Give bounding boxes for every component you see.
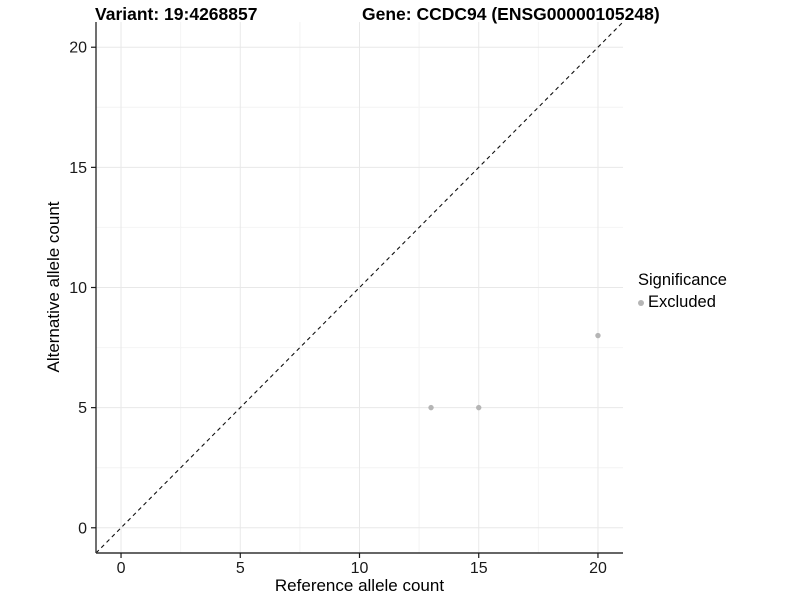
legend-key-dot-icon [638, 299, 644, 306]
legend-entry-label: Excluded [648, 293, 716, 311]
plot-title-variant: Variant: 19:4268857 [95, 4, 258, 24]
y-axis-title: Alternative allele count [44, 201, 63, 373]
x-tick-label: 10 [351, 560, 369, 577]
data-point [428, 404, 434, 411]
y-tick-label: 10 [69, 280, 87, 297]
identity-dashed-line [95, 21, 624, 554]
x-tick-label: 5 [236, 560, 245, 577]
legend-entry-excluded: Excluded [638, 293, 727, 312]
x-axis-title: Reference allele count [274, 576, 445, 595]
x-tick-label: 0 [117, 560, 126, 577]
legend-title: Significance [638, 271, 727, 289]
y-tick-label: 20 [69, 40, 87, 57]
x-tick-label: 20 [589, 560, 607, 577]
data-point [595, 332, 601, 339]
legend: Significance Excluded [638, 271, 727, 312]
data-point [476, 404, 482, 411]
x-tick-label: 15 [470, 560, 488, 577]
plot-title-gene: Gene: CCDC94 (ENSG00000105248) [362, 4, 660, 24]
y-tick-label: 15 [69, 160, 87, 177]
y-tick-label: 0 [78, 520, 87, 537]
y-tick-label: 5 [78, 400, 87, 417]
